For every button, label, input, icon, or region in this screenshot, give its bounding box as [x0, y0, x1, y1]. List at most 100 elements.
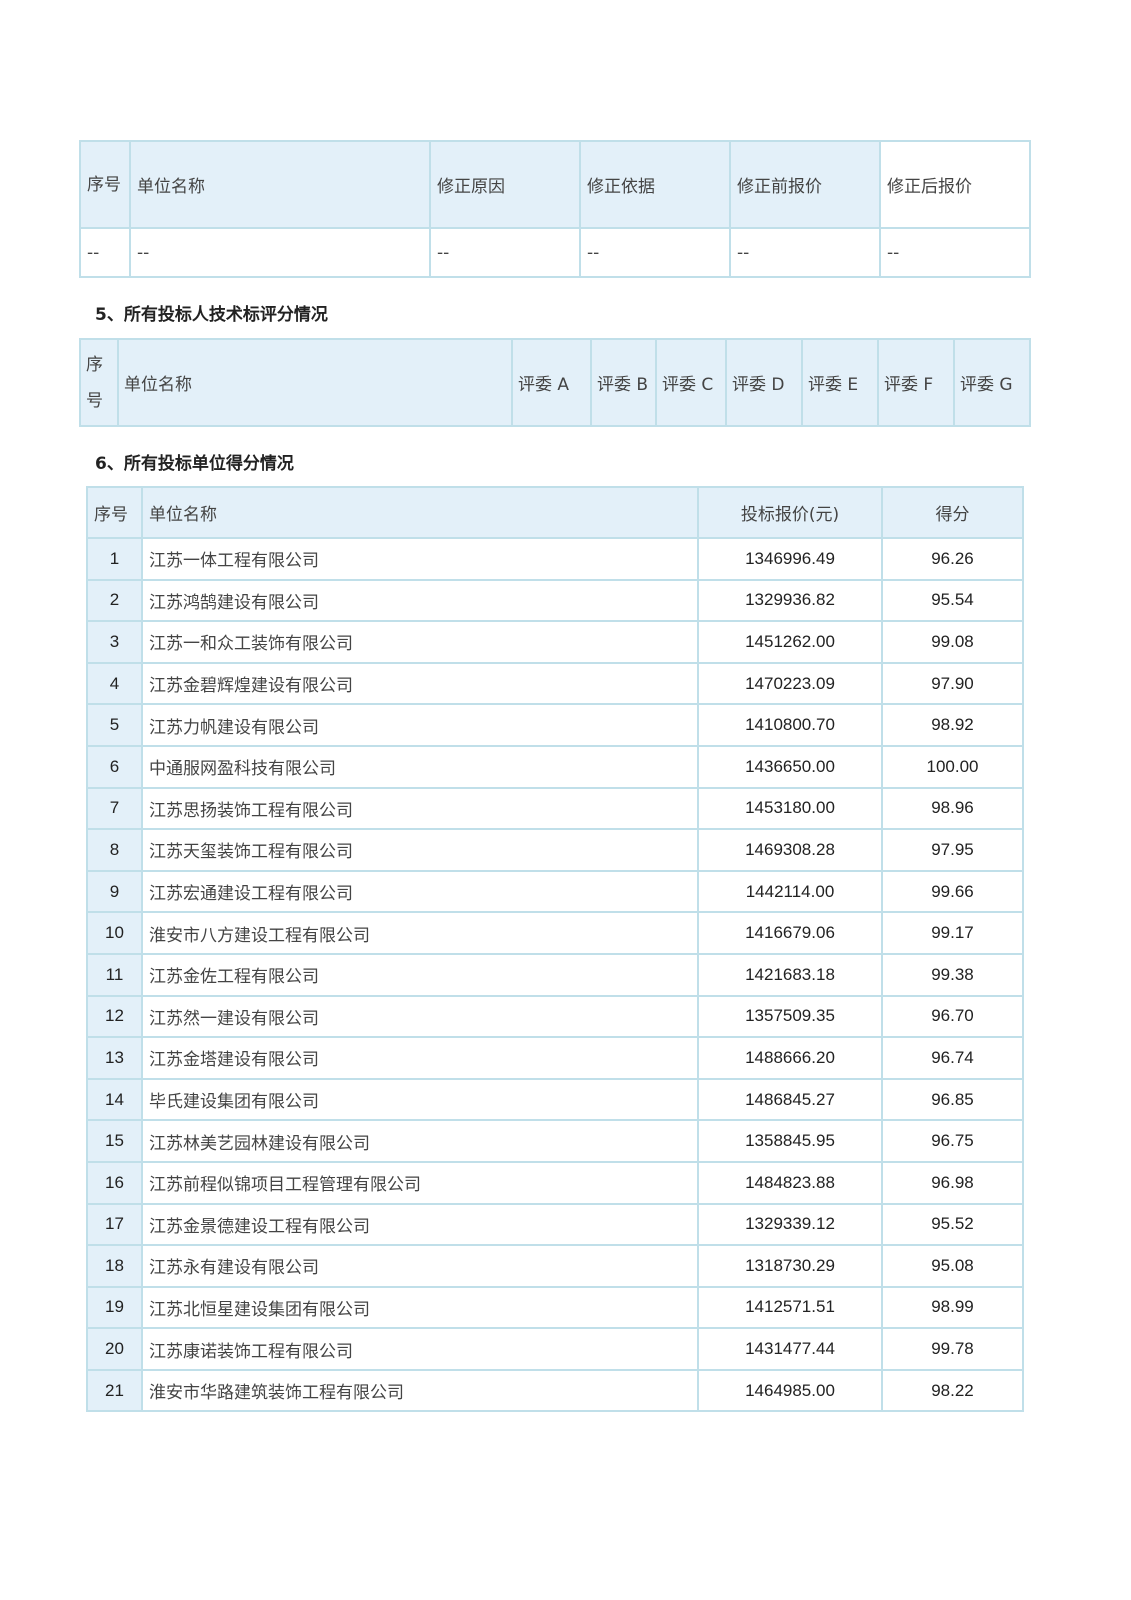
row-bid-price: 1329339.12: [697, 1202, 883, 1247]
row-seq: 21: [86, 1368, 143, 1413]
header-judge-b: 评委 B: [590, 338, 657, 427]
header-seq: 序号: [79, 338, 119, 427]
row-bid-price: 1329936.82: [697, 578, 883, 623]
row-bid-price: 1421683.18: [697, 952, 883, 997]
row-unit-name: 江苏鸿鹄建设有限公司: [141, 578, 699, 623]
table-row: 2 江苏鸿鹄建设有限公司 1329936.82 95.54: [86, 578, 1024, 623]
table-row: 21 淮安市华路建筑装饰工程有限公司 1464985.00 98.22: [86, 1368, 1024, 1413]
row-bid-price: 1431477.44: [697, 1327, 883, 1371]
row-seq: 12: [86, 994, 143, 1039]
row-bid-price: 1470223.09: [697, 661, 883, 706]
row-score: 96.70: [881, 994, 1024, 1039]
row-bid-price: 1416679.06: [697, 911, 883, 955]
row-seq: 11: [86, 952, 143, 997]
row-score: 95.54: [881, 578, 1024, 623]
table-row: 18 江苏永有建设有限公司 1318730.29 95.08: [86, 1244, 1024, 1288]
row-score: 100.00: [881, 744, 1024, 789]
section-5-title: 5、所有投标人技术标评分情况: [95, 305, 328, 325]
header-seq: 序号: [86, 486, 143, 539]
row-unit-name: 江苏一和众工装饰有限公司: [141, 620, 699, 664]
header-unit-name: 单位名称: [129, 140, 431, 229]
row-unit-name: 江苏永有建设有限公司: [141, 1244, 699, 1288]
row-unit-name: 江苏金塔建设有限公司: [141, 1036, 699, 1080]
row-unit-name: 淮安市八方建设工程有限公司: [141, 911, 699, 955]
row-bid-price: 1486845.27: [697, 1077, 883, 1122]
row-seq: 19: [86, 1285, 143, 1330]
table-row: 12 江苏然一建设有限公司 1357509.35 96.70: [86, 994, 1024, 1039]
table-row: 13 江苏金塔建设有限公司 1488666.20 96.74: [86, 1036, 1024, 1080]
row-seq: 9: [86, 869, 143, 914]
table-row: 1 江苏一体工程有限公司 1346996.49 96.26: [86, 537, 1024, 581]
row-score: 95.08: [881, 1244, 1024, 1288]
row-seq: 20: [86, 1327, 143, 1371]
table-row: 10 淮安市八方建设工程有限公司 1416679.06 99.17: [86, 911, 1024, 955]
technical-score-table: 序号 单位名称 评委 A 评委 B 评委 C 评委 D 评委 E 评委 F 评委…: [79, 338, 1031, 427]
row-bid-price: 1469308.28: [697, 828, 883, 872]
row-unit-name: 江苏康诺装饰工程有限公司: [141, 1327, 699, 1371]
header-judge-f: 评委 F: [877, 338, 955, 427]
header-price-before: 修正前报价: [729, 140, 881, 229]
table-row: 16 江苏前程似锦项目工程管理有限公司 1484823.88 96.98: [86, 1160, 1024, 1205]
row-seq: 1: [86, 537, 143, 581]
row-unit-name: 江苏力帆建设有限公司: [141, 703, 699, 747]
row-bid-price: 1318730.29: [697, 1244, 883, 1288]
cell: --: [429, 227, 581, 278]
row-seq: 8: [86, 828, 143, 872]
table-row: 15 江苏林美艺园林建设有限公司 1358845.95 96.75: [86, 1119, 1024, 1163]
table-row: 6 中通服网盈科技有限公司 1436650.00 100.00: [86, 744, 1024, 789]
row-unit-name: 江苏一体工程有限公司: [141, 537, 699, 581]
table-row: 14 毕氏建设集团有限公司 1486845.27 96.85: [86, 1077, 1024, 1122]
row-bid-price: 1357509.35: [697, 994, 883, 1039]
row-score: 99.08: [881, 620, 1024, 664]
row-unit-name: 江苏宏通建设工程有限公司: [141, 869, 699, 914]
header-unit-name: 单位名称: [141, 486, 699, 539]
row-seq: 15: [86, 1119, 143, 1163]
header-judge-d: 评委 D: [725, 338, 803, 427]
price-correction-table: 序号 单位名称 修正原因 修正依据 修正前报价 修正后报价 -- -- -- -…: [79, 140, 1031, 278]
row-bid-price: 1453180.00: [697, 786, 883, 831]
row-unit-name: 中通服网盈科技有限公司: [141, 744, 699, 789]
bidder-score-table: 序号 单位名称 投标报价(元) 得分 1 江苏一体工程有限公司 1346996.49…: [86, 486, 1024, 1413]
header-judge-a: 评委 A: [511, 338, 592, 427]
header-bid-price: 投标报价(元): [697, 486, 883, 539]
table-row: 20 江苏康诺装饰工程有限公司 1431477.44 99.78: [86, 1327, 1024, 1371]
row-score: 97.90: [881, 661, 1024, 706]
row-bid-price: 1464985.00: [697, 1368, 883, 1413]
row-bid-price: 1442114.00: [697, 869, 883, 914]
row-score: 96.26: [881, 537, 1024, 581]
row-unit-name: 江苏林美艺园林建设有限公司: [141, 1119, 699, 1163]
row-bid-price: 1484823.88: [697, 1160, 883, 1205]
row-unit-name: 江苏思扬装饰工程有限公司: [141, 786, 699, 831]
header-basis: 修正依据: [579, 140, 731, 229]
header-judge-g: 评委 G: [953, 338, 1031, 427]
row-seq: 13: [86, 1036, 143, 1080]
row-bid-price: 1412571.51: [697, 1285, 883, 1330]
row-seq: 7: [86, 786, 143, 831]
row-unit-name: 毕氏建设集团有限公司: [141, 1077, 699, 1122]
row-score: 96.75: [881, 1119, 1024, 1163]
cell: --: [579, 227, 731, 278]
table-row: 5 江苏力帆建设有限公司 1410800.70 98.92: [86, 703, 1024, 747]
row-bid-price: 1358845.95: [697, 1119, 883, 1163]
row-unit-name: 江苏北恒星建设集团有限公司: [141, 1285, 699, 1330]
cell: --: [129, 227, 431, 278]
table-header-row: 序号 单位名称 修正原因 修正依据 修正前报价 修正后报价: [79, 140, 1031, 229]
row-score: 97.95: [881, 828, 1024, 872]
row-seq: 18: [86, 1244, 143, 1288]
table-row: 7 江苏思扬装饰工程有限公司 1453180.00 98.96: [86, 786, 1024, 831]
table-row: 4 江苏金碧辉煌建设有限公司 1470223.09 97.90: [86, 661, 1024, 706]
row-score: 96.74: [881, 1036, 1024, 1080]
row-unit-name: 淮安市华路建筑装饰工程有限公司: [141, 1368, 699, 1413]
row-unit-name: 江苏金佐工程有限公司: [141, 952, 699, 997]
row-unit-name: 江苏金碧辉煌建设有限公司: [141, 661, 699, 706]
cell: --: [729, 227, 881, 278]
row-score: 99.66: [881, 869, 1024, 914]
row-unit-name: 江苏金景德建设工程有限公司: [141, 1202, 699, 1247]
cell: --: [879, 227, 1031, 278]
header-judge-c: 评委 C: [655, 338, 727, 427]
header-seq: 序号: [79, 140, 131, 229]
row-seq: 16: [86, 1160, 143, 1205]
row-seq: 17: [86, 1202, 143, 1247]
row-seq: 6: [86, 744, 143, 789]
table-row: 8 江苏天玺装饰工程有限公司 1469308.28 97.95: [86, 828, 1024, 872]
